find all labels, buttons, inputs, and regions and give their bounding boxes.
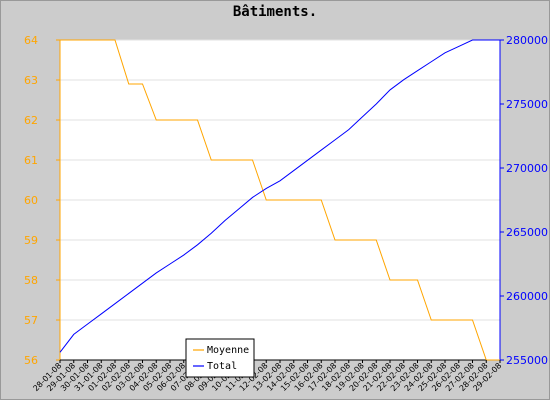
series: [59, 39, 500, 361]
left-tick-label: 63: [24, 74, 38, 87]
legend-label-total: Total: [207, 361, 237, 372]
right-tick-label: 265000: [506, 226, 548, 239]
left-tick-label: 56: [24, 354, 38, 367]
right-tick-label: 275000: [506, 98, 548, 111]
left-tick-label: 59: [24, 234, 38, 247]
left-tick-label: 60: [24, 194, 38, 207]
grid: [60, 39, 500, 361]
chart-title: Bâtiments.: [233, 4, 317, 20]
left-tick-label: 61: [24, 154, 38, 167]
legend: Moyenne Total: [185, 338, 255, 378]
left-tick-label: 64: [24, 34, 38, 47]
axes: 56 57 58 59 60 61 62 63 64 255000 260000 265000 2700…: [24, 34, 548, 367]
right-tick-label: 280000: [506, 34, 548, 47]
left-tick-label: 62: [24, 114, 38, 127]
right-tick-label: 255000: [506, 354, 548, 367]
legend-label-moyenne: Moyenne: [207, 345, 249, 356]
series-line-moyenne: [60, 39, 500, 361]
left-tick-label: 58: [24, 274, 38, 287]
series-line-total: [59, 39, 500, 353]
right-tick-label: 270000: [506, 162, 548, 175]
left-tick-label: 57: [24, 314, 38, 327]
legend-box: [185, 338, 255, 378]
right-tick-label: 260000: [506, 290, 548, 303]
